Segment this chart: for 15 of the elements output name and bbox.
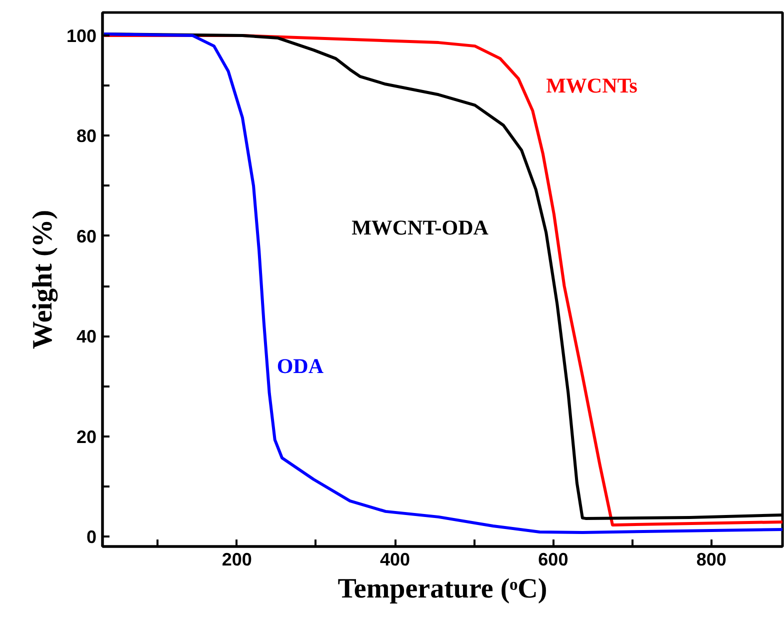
y-tick-label: 0 bbox=[86, 526, 97, 547]
x-tick-label: 600 bbox=[538, 550, 568, 570]
x-tick-label: 400 bbox=[380, 550, 410, 570]
y-tick-label: 20 bbox=[76, 426, 97, 447]
text: MWCNT-ODA bbox=[352, 215, 490, 240]
x-axis-title: Temperature (ᵒC) bbox=[338, 574, 548, 604]
y-tick-label: 60 bbox=[76, 226, 97, 246]
series-label: MWCNTs bbox=[546, 74, 638, 98]
x-tick-label: 200 bbox=[222, 550, 252, 570]
y-tick-label: 40 bbox=[76, 326, 97, 347]
x-tick-label: 800 bbox=[696, 550, 726, 570]
y-tick-label: 80 bbox=[76, 126, 97, 146]
y-axis-title: Weight (%) bbox=[27, 210, 58, 350]
y-tick-label: 100 bbox=[66, 26, 97, 46]
series-label: ODA bbox=[276, 354, 324, 378]
